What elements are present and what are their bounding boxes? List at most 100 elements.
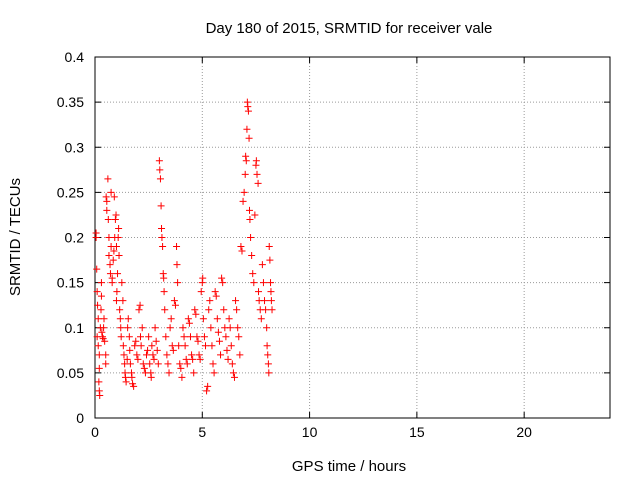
data-point bbox=[183, 360, 191, 368]
data-point bbox=[199, 274, 207, 282]
data-point bbox=[99, 333, 107, 341]
data-point bbox=[93, 265, 101, 273]
data-point bbox=[237, 243, 245, 251]
data-point bbox=[222, 333, 230, 341]
data-point bbox=[261, 297, 269, 305]
data-point bbox=[104, 175, 112, 183]
y-tick-label: 0.4 bbox=[65, 49, 85, 65]
data-point bbox=[96, 391, 104, 399]
data-point bbox=[211, 288, 219, 296]
data-point bbox=[124, 315, 132, 323]
data-point bbox=[156, 175, 164, 183]
data-point bbox=[160, 274, 168, 282]
x-tick-label: 0 bbox=[91, 424, 99, 440]
data-point bbox=[202, 342, 210, 350]
data-point bbox=[153, 346, 161, 354]
data-point bbox=[190, 369, 198, 377]
data-point bbox=[126, 346, 134, 354]
data-point bbox=[168, 342, 176, 350]
data-point bbox=[154, 360, 162, 368]
data-point bbox=[210, 369, 218, 377]
data-point bbox=[233, 306, 241, 314]
data-point bbox=[133, 351, 141, 359]
data-point bbox=[177, 364, 185, 372]
data-point bbox=[163, 351, 171, 359]
data-point bbox=[155, 157, 163, 165]
data-point bbox=[263, 342, 271, 350]
data-point bbox=[126, 360, 134, 368]
data-point bbox=[103, 206, 111, 214]
data-point bbox=[244, 103, 252, 111]
data-point bbox=[181, 342, 189, 350]
data-point bbox=[176, 360, 184, 368]
data-point bbox=[116, 315, 124, 323]
data-point bbox=[112, 243, 120, 251]
data-point bbox=[248, 252, 256, 260]
data-point bbox=[106, 270, 114, 278]
data-point bbox=[115, 224, 123, 232]
data-point bbox=[235, 333, 243, 341]
data-point bbox=[121, 373, 129, 381]
chart-title: Day 180 of 2015, SRMTID for receiver val… bbox=[206, 20, 493, 37]
data-point bbox=[165, 369, 173, 377]
data-point bbox=[103, 197, 111, 205]
y-tick-label: 0.35 bbox=[57, 94, 84, 110]
data-point bbox=[243, 125, 251, 133]
data-point bbox=[132, 337, 140, 345]
data-point bbox=[114, 234, 122, 241]
y-tick-label: 0.2 bbox=[65, 230, 85, 246]
data-point bbox=[239, 197, 247, 205]
data-point bbox=[124, 324, 132, 332]
axis-ticks bbox=[94, 56, 610, 419]
data-point bbox=[258, 261, 266, 269]
data-point bbox=[107, 188, 115, 196]
y-tick-label: 0.1 bbox=[65, 320, 85, 336]
data-point bbox=[264, 351, 272, 359]
data-point bbox=[229, 369, 237, 377]
data-point bbox=[197, 288, 205, 296]
data-point bbox=[161, 306, 169, 314]
y-tick-label: 0.15 bbox=[57, 275, 84, 291]
data-point bbox=[174, 279, 182, 287]
data-point bbox=[227, 342, 235, 350]
data-point bbox=[236, 351, 244, 359]
data-point bbox=[254, 179, 262, 187]
data-point bbox=[164, 360, 172, 368]
data-point bbox=[135, 306, 143, 314]
x-tick-label: 15 bbox=[409, 424, 425, 440]
data-point bbox=[114, 270, 122, 278]
data-point bbox=[151, 324, 159, 332]
data-point bbox=[234, 324, 242, 332]
data-point bbox=[265, 369, 273, 377]
data-point bbox=[205, 306, 213, 314]
data-point bbox=[259, 279, 267, 287]
data-point bbox=[102, 351, 110, 359]
data-point bbox=[212, 292, 220, 300]
data-point bbox=[105, 252, 113, 260]
data-point bbox=[268, 306, 276, 314]
x-axis-label: GPS time / hours bbox=[292, 458, 406, 475]
y-axis-label: SRMTID / TECUs bbox=[7, 178, 24, 296]
data-point bbox=[180, 333, 188, 341]
data-point bbox=[252, 157, 260, 165]
data-point bbox=[195, 351, 203, 359]
data-point bbox=[242, 157, 250, 165]
data-point bbox=[136, 301, 144, 309]
data-point bbox=[214, 328, 222, 336]
data-point bbox=[122, 378, 130, 386]
data-point bbox=[245, 134, 253, 142]
data-point bbox=[242, 152, 250, 160]
data-point bbox=[139, 360, 147, 368]
data-point bbox=[219, 279, 227, 287]
data-point bbox=[188, 351, 196, 359]
data-point bbox=[230, 373, 238, 381]
data-point bbox=[257, 315, 265, 323]
data-point bbox=[262, 306, 270, 314]
data-point bbox=[136, 333, 144, 341]
data-point bbox=[185, 319, 193, 327]
data-point bbox=[101, 337, 109, 345]
data-point bbox=[240, 188, 248, 196]
data-point bbox=[217, 351, 225, 359]
data-point bbox=[225, 315, 233, 323]
data-point bbox=[95, 351, 103, 359]
